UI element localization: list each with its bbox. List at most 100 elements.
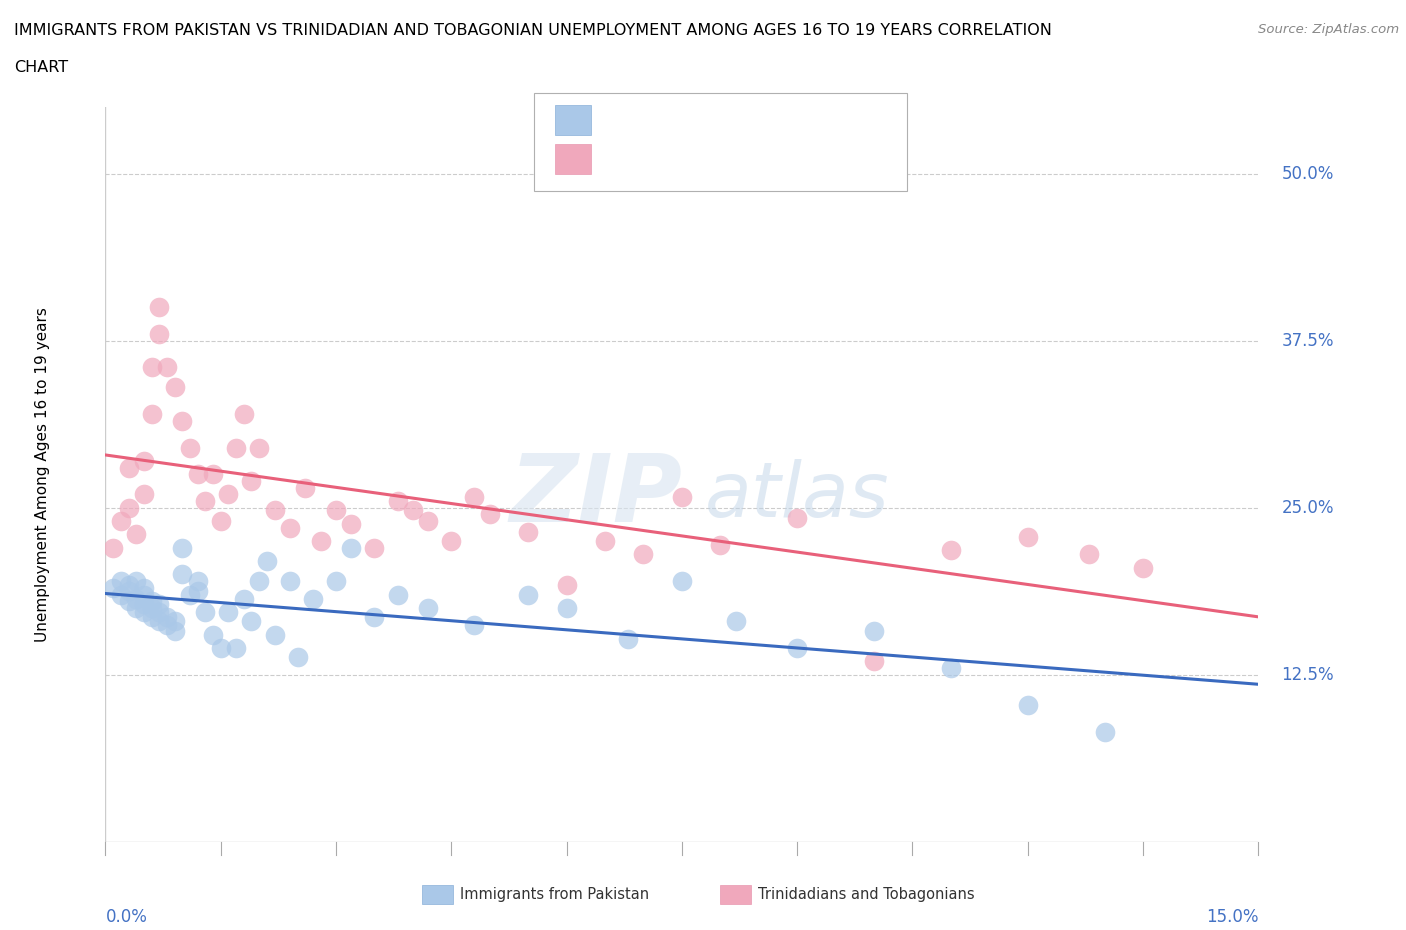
Point (240, 614, 263, 629)
Point (340, 516, 363, 531)
Text: Immigrants from Pakistan: Immigrants from Pakistan (460, 887, 650, 902)
Point (247, 574, 270, 589)
Point (148, 299, 170, 314)
Point (132, 587, 155, 602)
Point (132, 454, 155, 469)
Point (110, 513, 132, 528)
Text: ZIP: ZIP (509, 450, 682, 542)
Point (125, 527, 148, 542)
Text: R = -0.070   N = 49: R = -0.070 N = 49 (598, 149, 761, 167)
Point (633, 547, 655, 562)
Point (148, 596, 170, 611)
Point (555, 578, 578, 592)
Point (302, 591, 325, 606)
Point (1017, 698, 1039, 712)
Point (163, 614, 186, 629)
Point (156, 360, 179, 375)
Point (294, 480, 316, 495)
Text: 0.0%: 0.0% (105, 909, 148, 926)
Point (225, 440, 247, 455)
Point (132, 604, 155, 619)
Text: 50.0%: 50.0% (1281, 165, 1334, 182)
Point (363, 540, 385, 555)
Point (387, 587, 409, 602)
Point (593, 534, 616, 549)
Point (148, 604, 170, 619)
Point (517, 587, 540, 602)
Point (163, 623, 186, 638)
Point (125, 601, 148, 616)
Point (786, 641, 808, 656)
Point (325, 503, 347, 518)
Point (163, 380, 186, 395)
Point (939, 660, 962, 675)
Point (724, 614, 747, 629)
Point (309, 534, 332, 549)
Point (141, 593, 163, 608)
Point (278, 574, 301, 589)
Point (217, 487, 239, 502)
Point (194, 604, 217, 619)
Point (263, 627, 285, 642)
Point (440, 534, 463, 549)
Text: atlas: atlas (704, 459, 890, 533)
Point (110, 587, 132, 602)
Point (671, 489, 693, 504)
Point (141, 601, 163, 616)
Point (132, 487, 155, 502)
Point (1017, 530, 1039, 545)
Point (863, 623, 886, 638)
Point (101, 540, 124, 555)
Text: 12.5%: 12.5% (1281, 666, 1334, 684)
Point (240, 473, 263, 488)
Point (232, 406, 254, 421)
Point (202, 467, 225, 482)
Point (117, 500, 139, 515)
Point (156, 618, 179, 632)
Point (617, 631, 640, 646)
Point (187, 467, 209, 482)
Point (786, 511, 808, 525)
Point (117, 593, 139, 608)
Point (225, 641, 247, 656)
Point (156, 610, 179, 625)
Text: IMMIGRANTS FROM PAKISTAN VS TRINIDADIAN AND TOBAGONIAN UNEMPLOYMENT AMONG AGES 1: IMMIGRANTS FROM PAKISTAN VS TRINIDADIAN … (14, 23, 1052, 38)
Point (141, 360, 163, 375)
Point (110, 574, 132, 589)
Point (125, 574, 148, 589)
Point (194, 494, 217, 509)
Point (1094, 724, 1116, 739)
Point (287, 650, 309, 665)
Point (141, 406, 163, 421)
Text: Source: ZipAtlas.com: Source: ZipAtlas.com (1258, 23, 1399, 36)
Point (117, 578, 139, 592)
Point (187, 583, 209, 598)
Point (325, 574, 347, 589)
Point (179, 440, 201, 455)
Point (256, 553, 278, 568)
Point (117, 583, 139, 598)
Point (709, 538, 731, 552)
Point (117, 460, 139, 475)
Point (232, 591, 254, 606)
Point (463, 618, 485, 632)
Point (517, 525, 540, 539)
Text: Unemployment Among Ages 16 to 19 years: Unemployment Among Ages 16 to 19 years (35, 307, 49, 642)
Point (402, 503, 425, 518)
Point (148, 326, 170, 341)
Point (387, 494, 409, 509)
Point (125, 591, 148, 606)
Point (263, 503, 285, 518)
Point (478, 507, 501, 522)
Point (1132, 561, 1154, 576)
Point (132, 580, 155, 595)
Point (555, 601, 578, 616)
Point (172, 567, 194, 582)
Point (939, 543, 962, 558)
Point (247, 440, 270, 455)
Text: R =  -0.191   N = 57: R = -0.191 N = 57 (598, 110, 766, 128)
Point (463, 489, 485, 504)
Point (141, 610, 163, 625)
Point (209, 513, 232, 528)
Point (340, 540, 363, 555)
